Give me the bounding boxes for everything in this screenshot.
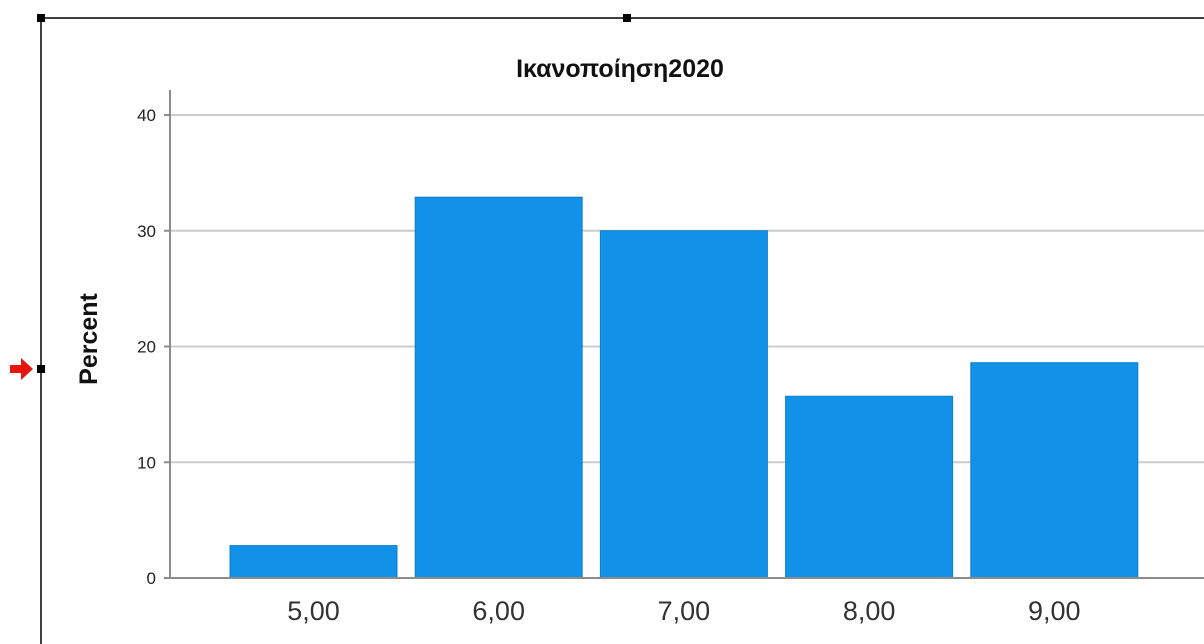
resize-handle-top-left[interactable] <box>37 14 45 22</box>
y-axis-label: Percent <box>75 292 103 384</box>
x-tick-label-2: 7,00 <box>658 596 711 626</box>
x-tick-labels: 5,00 6,00 7,00 8,00 9,00 <box>287 596 1080 626</box>
y-tick-labels: 0 10 20 30 40 <box>137 106 156 588</box>
bar-1 <box>414 196 583 579</box>
bar-0 <box>229 545 398 579</box>
y-tick-label-0: 0 <box>147 569 156 588</box>
y-tick-label-2: 20 <box>137 338 156 357</box>
chart-bars <box>229 196 1139 579</box>
resize-handle-middle-left[interactable] <box>37 365 45 373</box>
y-tick-label-3: 30 <box>137 222 156 241</box>
chart-axes <box>164 90 1204 579</box>
arrow-right-icon <box>10 358 33 380</box>
x-tick-label-3: 8,00 <box>843 596 896 626</box>
x-tick-label-0: 5,00 <box>287 596 340 626</box>
bar-2 <box>599 230 768 579</box>
x-tick-label-4: 9,00 <box>1028 596 1081 626</box>
y-tick-label-4: 40 <box>137 106 156 125</box>
resize-handle-top-center[interactable] <box>623 14 631 22</box>
x-tick-label-1: 6,00 <box>472 596 525 626</box>
y-tick-label-1: 10 <box>137 453 156 472</box>
bar-4 <box>970 362 1139 579</box>
bar-3 <box>785 395 954 579</box>
chart-frame <box>10 14 1204 644</box>
chart-title: Ικανοποίηση2020 <box>516 55 724 83</box>
